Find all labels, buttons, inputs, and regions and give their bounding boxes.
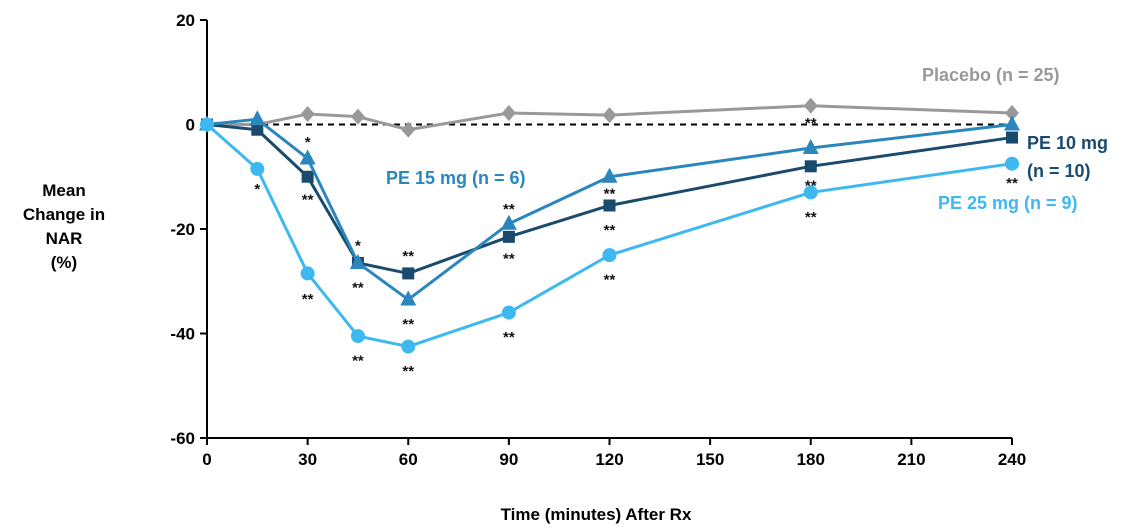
significance-markers: ************************************* [254, 115, 1018, 380]
x-tick-label: 90 [499, 450, 518, 469]
significance-marker: ** [503, 251, 515, 268]
data-point [402, 267, 415, 280]
svg-text:Mean: Mean [42, 181, 85, 200]
significance-marker: ** [604, 185, 616, 202]
series-3 [200, 117, 1019, 354]
series-label-pe-15mg: PE 15 mg (n = 6) [386, 168, 526, 188]
data-point [501, 305, 516, 320]
significance-marker: ** [805, 115, 817, 132]
significance-marker: ** [1006, 175, 1018, 192]
y-tick-label: 0 [186, 116, 195, 135]
data-point [249, 110, 266, 126]
data-point [350, 329, 365, 344]
data-point [401, 339, 416, 354]
data-point [804, 160, 817, 173]
significance-marker: ** [805, 178, 817, 195]
significance-marker: ** [402, 363, 414, 380]
data-point [300, 106, 315, 123]
data-point [502, 230, 515, 243]
significance-marker: ** [302, 192, 314, 209]
y-tick-label: -60 [170, 429, 195, 448]
series-label-placebo: Placebo (n = 25) [922, 65, 1060, 85]
data-point [1005, 105, 1019, 122]
significance-marker: * [355, 238, 361, 255]
data-point [602, 107, 617, 124]
significance-marker: ** [352, 279, 364, 296]
series-layer [199, 97, 1020, 354]
data-point [603, 199, 616, 212]
data-point [802, 139, 819, 155]
significance-marker: ** [352, 353, 364, 370]
data-point [500, 214, 517, 230]
significance-marker: ** [604, 272, 616, 289]
data-point [1006, 131, 1018, 144]
x-axis-label: Time (minutes) After Rx [501, 505, 692, 524]
significance-marker: ** [402, 248, 414, 265]
data-point [401, 121, 416, 138]
x-tick-label: 150 [696, 450, 724, 469]
svg-text:NAR: NAR [46, 229, 83, 248]
significance-marker: ** [805, 209, 817, 226]
x-tick-label: 240 [998, 450, 1026, 469]
data-point [349, 253, 366, 269]
y-tick-label: -40 [170, 325, 195, 344]
x-tick-label: 210 [897, 450, 925, 469]
data-point [300, 266, 315, 281]
x-tick-label: 60 [399, 450, 418, 469]
significance-marker: * [254, 181, 260, 198]
data-point [1005, 156, 1019, 171]
significance-marker: ** [402, 316, 414, 333]
significance-marker: ** [302, 291, 314, 308]
data-point [250, 161, 265, 176]
data-point [400, 290, 417, 306]
significance-marker: ** [503, 201, 515, 218]
significance-marker: ** [503, 329, 515, 346]
x-tick-label: 0 [202, 450, 211, 469]
data-point [803, 185, 818, 200]
data-point [301, 170, 314, 183]
data-point [299, 149, 316, 165]
y-axis-label: Mean Change in NAR (%) [23, 181, 105, 272]
svg-text:Change in: Change in [23, 205, 105, 224]
data-point [601, 167, 618, 183]
data-point [200, 117, 214, 132]
significance-marker: ** [604, 222, 616, 239]
svg-text:(%): (%) [51, 253, 77, 272]
y-tick-label: 20 [176, 11, 195, 30]
data-point [602, 248, 617, 263]
chart-axes: 20 0 -20 -40 -60 0 30 60 90 120 150 180 210 240 [170, 11, 1026, 469]
significance-marker: * [305, 134, 311, 151]
series-label-pe-10mg-line1: PE 10 mg [1027, 133, 1108, 153]
y-tick-label: -20 [170, 220, 195, 239]
data-point [350, 108, 365, 125]
data-point [803, 97, 818, 114]
series-label-pe-25mg: PE 25 mg (n = 9) [938, 193, 1078, 213]
series-0 [200, 97, 1019, 138]
x-tick-label: 180 [797, 450, 825, 469]
x-tick-label: 120 [595, 450, 623, 469]
data-point [1004, 115, 1020, 131]
data-point [251, 123, 264, 136]
data-point [501, 105, 516, 122]
x-tick-label: 30 [298, 450, 317, 469]
series-label-pe-10mg-line2: (n = 10) [1027, 161, 1091, 181]
